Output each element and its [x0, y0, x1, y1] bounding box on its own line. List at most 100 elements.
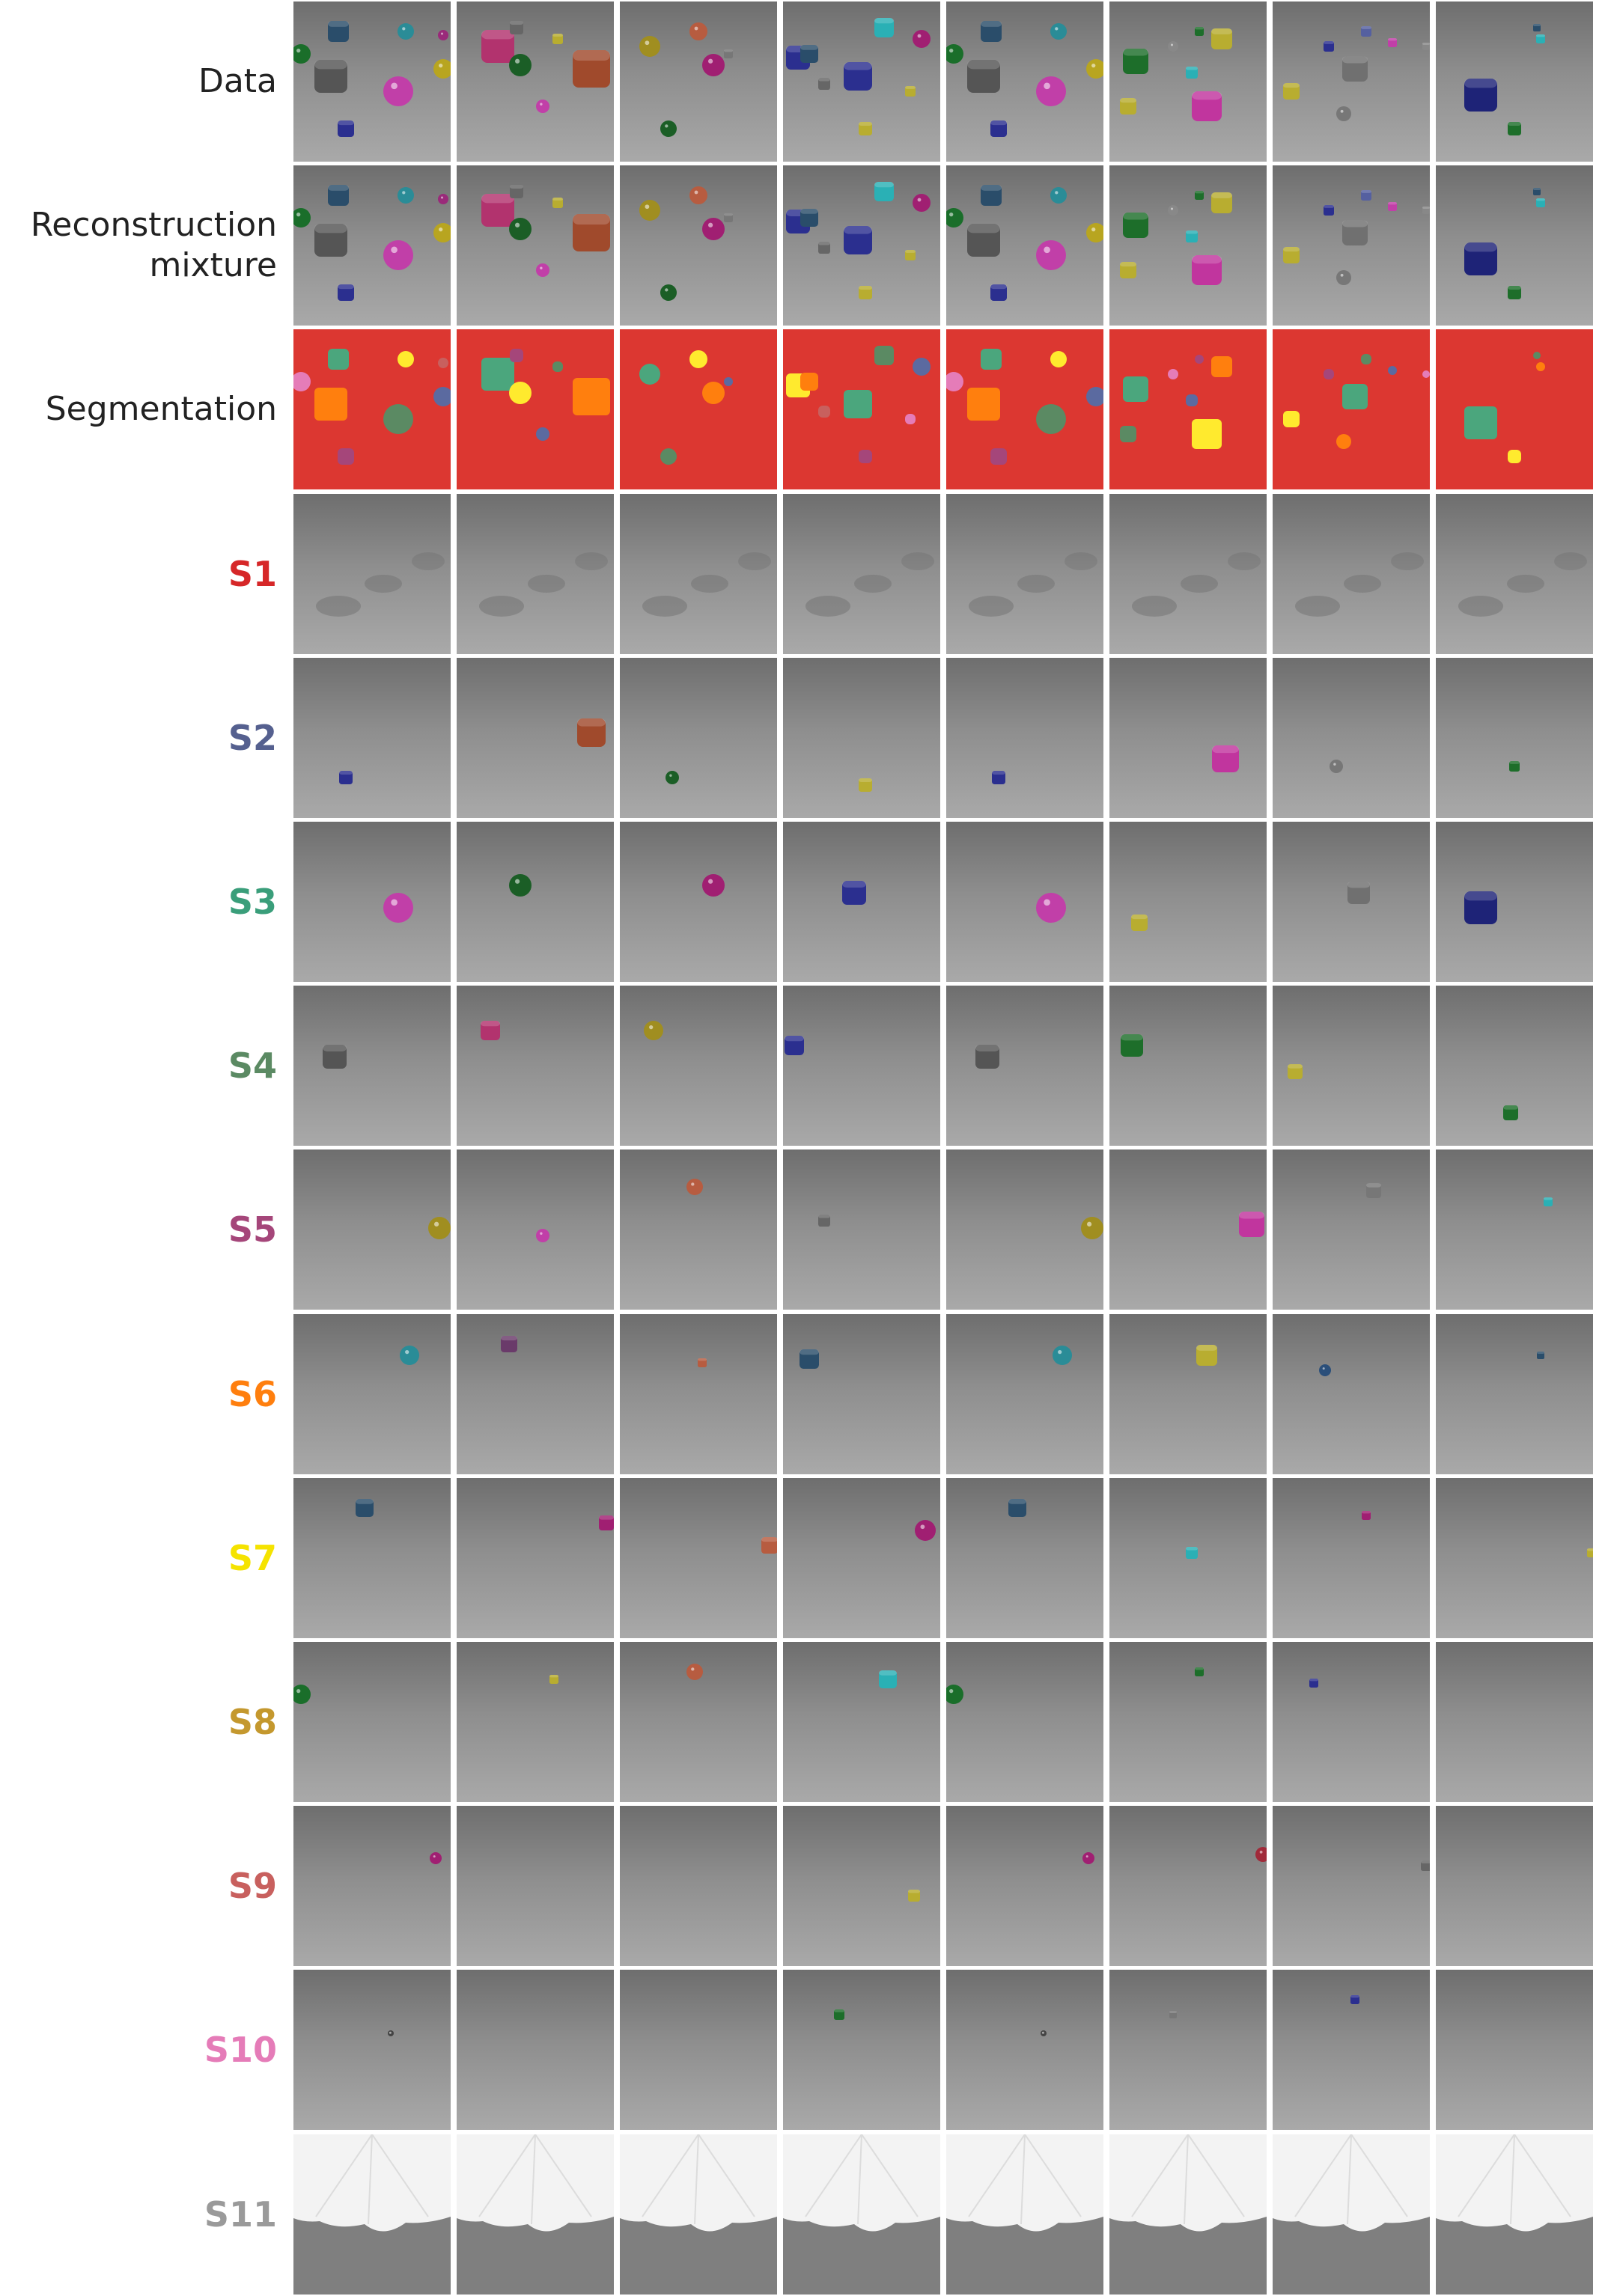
s7-image-8: [1436, 1478, 1593, 1638]
s10-panel-4: [783, 1970, 940, 2130]
s9-sphere: [1255, 1847, 1267, 1862]
seg-image-6: [1109, 329, 1267, 489]
scene-object: [1388, 202, 1397, 211]
s2-panel-6: [1109, 658, 1267, 818]
row-label-recon: Reconstruction mixture: [0, 165, 277, 326]
row-label-s5: S5: [0, 1149, 277, 1310]
s1-image-6: [1109, 494, 1267, 654]
recon-panel-3: [620, 165, 777, 326]
s7-object: [1186, 1547, 1198, 1559]
recon-image-3: [620, 165, 777, 326]
scene-object: [481, 194, 514, 227]
s9-panel-3: [620, 1806, 777, 1966]
scene-object: [874, 182, 894, 201]
recon-image-2: [457, 165, 614, 326]
scene-object: [1120, 98, 1136, 115]
scene-object: [800, 45, 818, 63]
s7-image-1: [293, 1478, 451, 1638]
s6-panel-2: [457, 1314, 614, 1474]
s8-object: [549, 1675, 558, 1684]
s7-object: [1587, 1548, 1593, 1557]
scene-object: [1508, 286, 1521, 299]
s5-sphere: [1081, 1217, 1103, 1239]
recon-image-5: [946, 165, 1103, 326]
s5-panel-1: [293, 1149, 451, 1310]
row-s4: S4: [0, 986, 1605, 1146]
s10-image-1: [293, 1970, 451, 2130]
s2-image-8: [1436, 658, 1593, 818]
s5-object: [1366, 1183, 1381, 1198]
s1-panel-5: [946, 494, 1103, 654]
s10-object: [1169, 2011, 1177, 2018]
row-label-s1: S1: [0, 494, 277, 654]
s11-image-7: [1273, 2134, 1430, 2295]
scene-object: [981, 185, 1002, 206]
scene-object: [1536, 34, 1545, 43]
s3-panel-7: [1273, 822, 1430, 982]
row-recon: Reconstruction mixture: [0, 165, 1605, 326]
s4-panel-7: [1273, 986, 1430, 1146]
s2-image-7: [1273, 658, 1430, 818]
scene-object: [1342, 56, 1368, 82]
s2-image-6: [1109, 658, 1267, 818]
scene-object: [314, 224, 347, 257]
s8-panel-3: [620, 1642, 777, 1802]
s7-image-4: [783, 1478, 940, 1638]
s6-panel-4: [783, 1314, 940, 1474]
data-image-3: [620, 1, 777, 162]
scene-object: [552, 34, 563, 44]
data-image-2: [457, 1, 614, 162]
s4-panel-5: [946, 986, 1103, 1146]
s10-image-5: [946, 1970, 1103, 2130]
s8-panel-4: [783, 1642, 940, 1802]
s11-panel-2: [457, 2134, 614, 2295]
scene-sphere: [702, 218, 725, 240]
s6-sphere: [1053, 1346, 1072, 1365]
s6-sphere: [1319, 1364, 1331, 1376]
scene-object: [573, 50, 610, 88]
s6-image-4: [783, 1314, 940, 1474]
s2-object: [1509, 761, 1520, 772]
seg-image-8: [1436, 329, 1593, 489]
s7-image-6: [1109, 1478, 1267, 1638]
s9-sphere: [1082, 1852, 1094, 1864]
s3-panel-2: [457, 822, 614, 982]
row-label-s9: S9: [0, 1806, 277, 1966]
s4-panel-3: [620, 986, 777, 1146]
row-label-line: S5: [228, 1209, 277, 1250]
data-panel-4: [783, 1, 940, 162]
s3-image-5: [946, 822, 1103, 982]
scene-object: [328, 21, 349, 42]
row-label-line: S2: [228, 718, 277, 758]
s3-sphere: [702, 874, 725, 897]
s9-object: [908, 1890, 920, 1902]
s9-image-3: [620, 1806, 777, 1966]
data-panel-2: [457, 1, 614, 162]
data-image-1: [293, 1, 451, 162]
seg-panel-4: [783, 329, 940, 489]
s6-object: [501, 1336, 517, 1352]
s2-panel-5: [946, 658, 1103, 818]
scene-sphere: [1168, 205, 1178, 216]
scene-sphere: [1336, 270, 1351, 285]
s5-sphere: [686, 1179, 703, 1195]
data-image-7: [1273, 1, 1430, 162]
s10-panel-6: [1109, 1970, 1267, 2130]
s3-panel-8: [1436, 822, 1593, 982]
row-s5: S5: [0, 1149, 1605, 1310]
s2-object: [339, 771, 353, 784]
s6-image-7: [1273, 1314, 1430, 1474]
s4-panel-4: [783, 986, 940, 1146]
s7-panel-8: [1436, 1478, 1593, 1638]
scene-object: [1361, 26, 1371, 37]
s5-panel-2: [457, 1149, 614, 1310]
data-image-8: [1436, 1, 1593, 162]
row-label-data: Data: [0, 1, 277, 162]
seg-panel-2: [457, 329, 614, 489]
s5-image-1: [293, 1149, 451, 1310]
s5-image-2: [457, 1149, 614, 1310]
scene-sphere: [1050, 23, 1067, 40]
scene-sphere: [660, 284, 677, 301]
s8-image-8: [1436, 1642, 1593, 1802]
recon-image-4: [783, 165, 940, 326]
